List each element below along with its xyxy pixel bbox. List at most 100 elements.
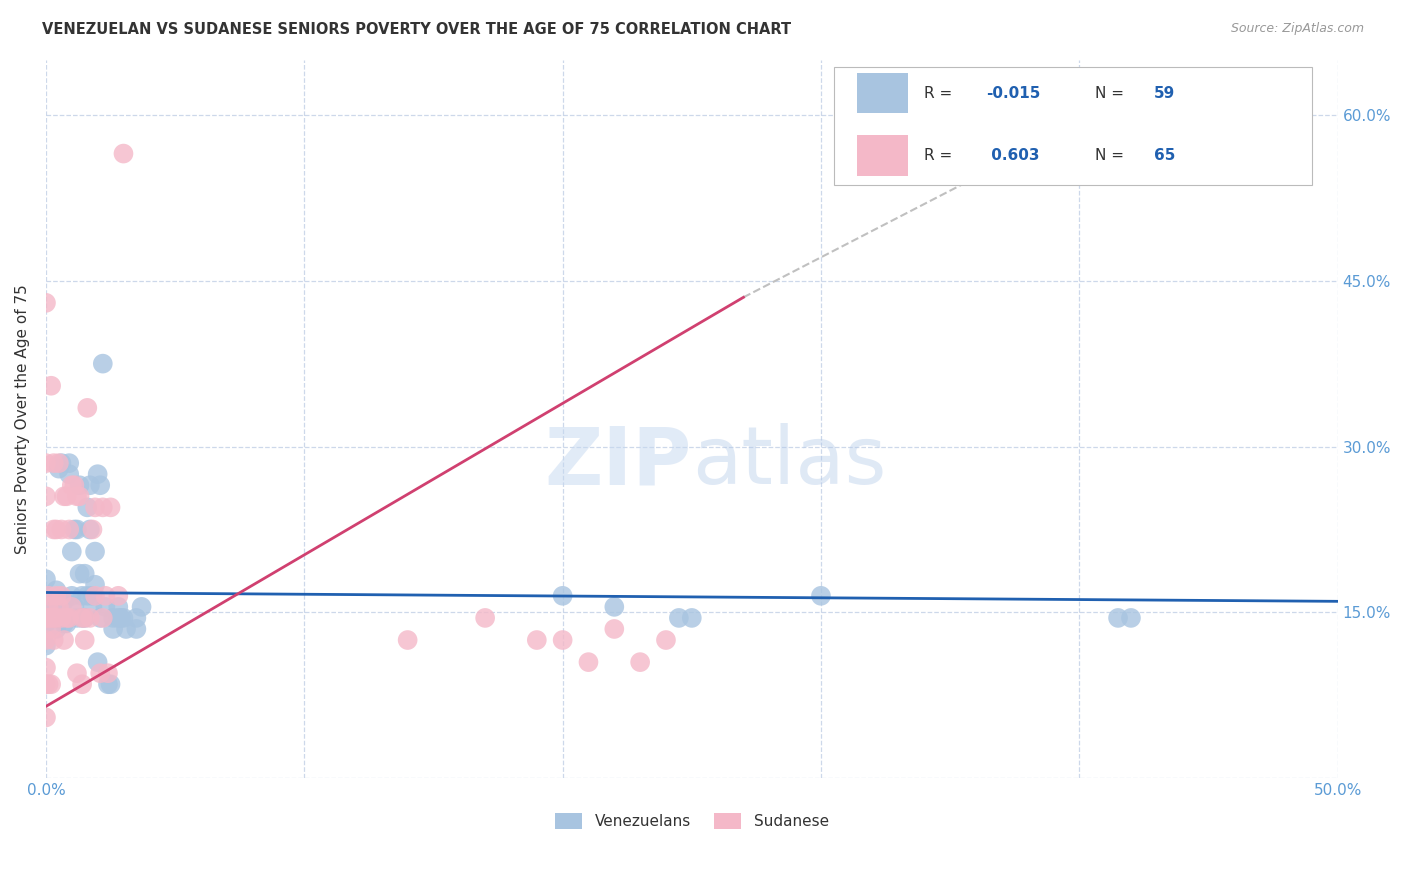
Point: [551, 589, 574, 603]
Y-axis label: Seniors Poverty Over the Age of 75: Seniors Poverty Over the Age of 75: [15, 284, 30, 554]
Point: [91, 611, 114, 625]
Point: [51, 589, 73, 603]
Point: [91, 500, 114, 515]
Point: [86, 467, 108, 482]
Point: [48, 599, 70, 614]
Point: [97, 666, 120, 681]
Point: [48, 461, 70, 475]
Point: [58, 523, 80, 537]
Point: [35, 633, 58, 648]
Point: [125, 622, 148, 636]
Point: [55, 616, 77, 631]
Point: [84, 578, 107, 592]
Point: [35, 710, 58, 724]
Point: [73, 566, 96, 581]
Point: [58, 611, 80, 625]
Point: [35, 639, 58, 653]
Point: [125, 611, 148, 625]
Point: [58, 456, 80, 470]
Point: [89, 478, 111, 492]
Point: [73, 611, 96, 625]
Text: N =: N =: [1095, 148, 1129, 163]
Point: [42, 523, 65, 537]
Point: [66, 489, 89, 503]
Point: [51, 456, 73, 470]
Point: [51, 523, 73, 537]
Point: [69, 566, 91, 581]
Point: [53, 594, 76, 608]
FancyBboxPatch shape: [858, 73, 907, 113]
Point: [70, 611, 93, 625]
Point: [603, 599, 626, 614]
Point: [76, 500, 98, 515]
Point: [100, 500, 122, 515]
Point: [45, 611, 67, 625]
Text: atlas: atlas: [692, 423, 886, 501]
Point: [79, 523, 101, 537]
Point: [79, 478, 101, 492]
Point: [35, 594, 58, 608]
Text: -0.015: -0.015: [986, 86, 1040, 101]
Point: [35, 456, 58, 470]
Point: [474, 611, 496, 625]
Point: [655, 633, 678, 648]
Point: [35, 611, 58, 625]
Point: [101, 611, 124, 625]
Point: [51, 611, 73, 625]
Point: [38, 611, 60, 625]
Point: [73, 611, 96, 625]
Text: Source: ZipAtlas.com: Source: ZipAtlas.com: [1230, 22, 1364, 36]
Point: [89, 611, 111, 625]
Point: [1107, 611, 1129, 625]
Point: [39, 622, 62, 636]
Point: [45, 583, 67, 598]
Point: [131, 599, 153, 614]
Point: [60, 544, 83, 558]
Point: [94, 589, 117, 603]
Text: N =: N =: [1095, 86, 1129, 101]
Point: [107, 599, 129, 614]
Text: 65: 65: [1154, 148, 1175, 163]
Text: R =: R =: [924, 86, 957, 101]
Point: [66, 523, 89, 537]
Point: [45, 589, 67, 603]
Point: [115, 622, 138, 636]
Point: [76, 401, 98, 415]
Text: 0.603: 0.603: [986, 148, 1040, 163]
Point: [551, 633, 574, 648]
Point: [82, 523, 104, 537]
Point: [53, 633, 76, 648]
Point: [76, 589, 98, 603]
Point: [55, 489, 77, 503]
Point: [668, 611, 690, 625]
FancyBboxPatch shape: [834, 67, 1312, 186]
Point: [69, 489, 91, 503]
Point: [79, 611, 101, 625]
Point: [45, 622, 67, 636]
Point: [38, 599, 60, 614]
Point: [86, 655, 108, 669]
Text: VENEZUELAN VS SUDANESE SENIORS POVERTY OVER THE AGE OF 75 CORRELATION CHART: VENEZUELAN VS SUDANESE SENIORS POVERTY O…: [42, 22, 792, 37]
Point: [84, 589, 107, 603]
Text: ZIP: ZIP: [544, 423, 692, 501]
Point: [63, 478, 86, 492]
Point: [107, 589, 129, 603]
Point: [110, 611, 132, 625]
Point: [112, 611, 135, 625]
Point: [60, 478, 83, 492]
Point: [42, 633, 65, 648]
Point: [107, 611, 129, 625]
Point: [526, 633, 548, 648]
Point: [42, 611, 65, 625]
Point: [35, 616, 58, 631]
Point: [58, 467, 80, 482]
Point: [35, 572, 58, 586]
Point: [1119, 611, 1142, 625]
Point: [38, 677, 60, 691]
Point: [91, 357, 114, 371]
Point: [70, 611, 93, 625]
Point: [45, 599, 67, 614]
Point: [48, 456, 70, 470]
Text: 59: 59: [1154, 86, 1175, 101]
Point: [70, 677, 93, 691]
